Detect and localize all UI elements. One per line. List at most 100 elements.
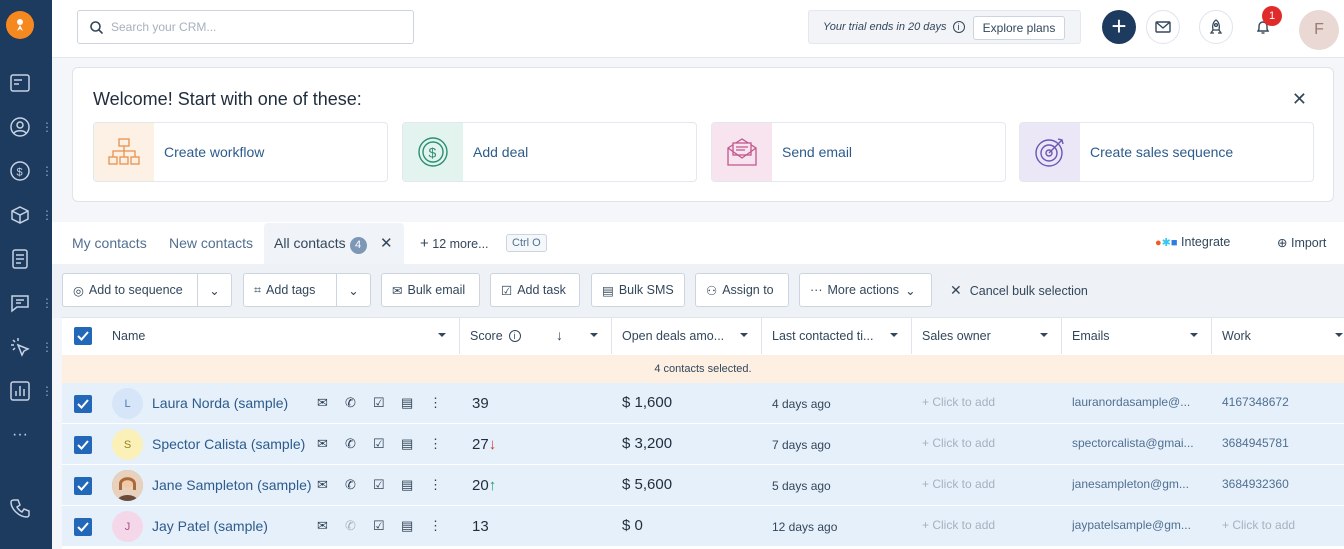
phone-icon[interactable] [8,496,32,520]
more-icon[interactable]: ··· [12,426,28,443]
email-icon[interactable]: ✉ [317,395,328,410]
tab-all-contacts[interactable]: All contacts 4 ✕ [264,223,404,264]
column-header-open-deals[interactable]: Open deals amo... [612,318,762,354]
launch-button[interactable] [1199,10,1233,44]
more-options-icon[interactable]: ⋮ [41,164,53,178]
more-options-icon[interactable]: ⋮ [41,384,53,398]
conversations-icon[interactable] [8,291,32,315]
note-icon[interactable]: ▤ [401,477,414,492]
sales-owner-add[interactable]: + Click to add [922,436,996,450]
note-icon[interactable]: ▤ [401,518,414,533]
create-workflow-card[interactable]: Create workflow [93,122,388,182]
more-views-button[interactable]: + 12 more... [420,235,489,252]
contact-name-link[interactable]: Jay Patel (sample) [152,518,268,534]
table-row[interactable]: Jane Sampleton (sample) ✉ ✆ ☑ ▤ ⋮ 20↑ $ 5,60… [62,465,1344,506]
documents-icon[interactable] [8,247,32,271]
row-checkbox[interactable] [74,395,92,413]
add-task-button[interactable]: ☑ Add task [490,273,580,307]
contact-name-link[interactable]: Jane Sampleton (sample) [152,477,312,493]
email-value[interactable]: spectorcalista@gmai... [1072,436,1194,450]
select-all-checkbox[interactable] [74,327,92,345]
table-row[interactable]: J Jay Patel (sample) ✉ ✆ ☑ ▤ ⋮ 13 $ 0 12 day… [62,506,1344,547]
email-icon[interactable]: ✉ [317,518,328,533]
automation-icon[interactable] [8,335,32,359]
task-icon[interactable]: ☑ [373,395,385,410]
chevron-down-icon[interactable]: ⌄ [336,274,370,306]
more-actions-button[interactable]: ··· More actions ⌄ [799,273,932,307]
info-icon[interactable]: i [508,330,521,342]
more-options-icon[interactable]: ⋮ [41,208,53,222]
more-options-icon[interactable]: ⋮ [429,395,442,410]
close-icon[interactable]: ✕ [1291,89,1307,109]
email-icon[interactable]: ✉ [317,477,328,492]
add-tags-button[interactable]: ⌗ Add tags ⌄ [243,273,371,307]
task-icon[interactable]: ☑ [373,477,385,492]
note-icon[interactable]: ▤ [401,395,414,410]
phone-icon[interactable]: ✆ [345,436,356,451]
row-checkbox[interactable] [74,436,92,454]
bulk-sms-button[interactable]: ▤ Bulk SMS [591,273,685,307]
tab-new-contacts[interactable]: New contacts [169,235,254,251]
contact-name-link[interactable]: Laura Norda (sample) [152,395,289,411]
caret-down-icon[interactable] [589,330,599,340]
more-options-icon[interactable]: ⋮ [41,296,53,310]
caret-down-icon[interactable] [889,330,899,340]
create-sales-sequence-card[interactable]: Create sales sequence [1019,122,1314,182]
email-value[interactable]: janesampleton@gm... [1072,477,1189,491]
integrate-button[interactable]: ●✱■ Integrate [1155,235,1230,249]
mail-button[interactable] [1146,10,1180,44]
logo-icon[interactable] [6,11,34,39]
table-row[interactable]: S Spector Calista (sample) ✉ ✆ ☑ ▤ ⋮ 27↓ $ 3… [62,424,1344,465]
column-header-score[interactable]: Score i ↓ [460,318,612,354]
more-options-icon[interactable]: ⋮ [429,477,442,492]
user-avatar[interactable]: F [1299,10,1339,50]
column-header-emails[interactable]: Emails [1062,318,1212,354]
work-phone[interactable]: 4167348672 [1222,395,1289,409]
import-button[interactable]: ⊕ Import [1277,235,1326,250]
contacts-icon[interactable] [8,115,32,139]
sales-owner-add[interactable]: + Click to add [922,477,996,491]
more-options-icon[interactable]: ⋮ [41,120,53,134]
more-options-icon[interactable]: ⋮ [429,436,442,451]
row-checkbox[interactable] [74,477,92,495]
task-icon[interactable]: ☑ [373,518,385,533]
work-phone[interactable]: 3684945781 [1222,436,1289,450]
notifications-button[interactable]: 1 [1246,6,1282,44]
create-new-button[interactable]: + [1102,10,1136,44]
analytics-icon[interactable] [8,379,32,403]
caret-down-icon[interactable] [739,330,749,340]
column-header-work[interactable]: Work [1212,318,1344,354]
phone-icon[interactable]: ✆ [345,395,356,410]
close-icon[interactable]: ✕ [380,235,393,252]
tab-my-contacts[interactable]: My contacts [72,235,147,251]
info-icon[interactable]: i [952,21,965,33]
caret-down-icon[interactable] [1039,330,1049,340]
bulk-email-button[interactable]: ✉ Bulk email [381,273,480,307]
more-options-icon[interactable]: ⋮ [429,518,442,533]
column-header-sales-owner[interactable]: Sales owner [912,318,1062,354]
caret-down-icon[interactable] [1334,330,1344,340]
more-options-icon[interactable]: ⋮ [41,340,53,354]
search-box[interactable] [77,10,414,44]
table-row[interactable]: L Laura Norda (sample) ✉ ✆ ☑ ▤ ⋮ 39 $ 1,600 … [62,383,1344,424]
assign-to-button[interactable]: ⚇ Assign to [695,273,789,307]
explore-plans-button[interactable]: Explore plans [973,16,1065,40]
send-email-card[interactable]: Send email [711,122,1006,182]
sales-owner-add[interactable]: + Click to add [922,518,996,532]
work-phone-add[interactable]: + Click to add [1222,518,1296,532]
chevron-down-icon[interactable]: ⌄ [197,274,231,306]
column-header-last-contacted[interactable]: Last contacted ti... [762,318,912,354]
sales-owner-add[interactable]: + Click to add [922,395,996,409]
cancel-bulk-selection-button[interactable]: ✕ Cancel bulk selection [950,282,1088,299]
search-input[interactable] [111,20,401,34]
contact-name-link[interactable]: Spector Calista (sample) [152,436,306,452]
email-value[interactable]: jaypatelsample@gm... [1072,518,1191,532]
row-checkbox[interactable] [74,518,92,536]
work-phone[interactable]: 3684932360 [1222,477,1289,491]
caret-down-icon[interactable] [437,330,447,340]
caret-down-icon[interactable] [1189,330,1199,340]
column-header-name[interactable]: Name [62,318,460,354]
phone-icon[interactable]: ✆ [345,477,356,492]
email-value[interactable]: lauranordasample@... [1072,395,1191,409]
phone-icon[interactable]: ✆ [345,518,356,533]
